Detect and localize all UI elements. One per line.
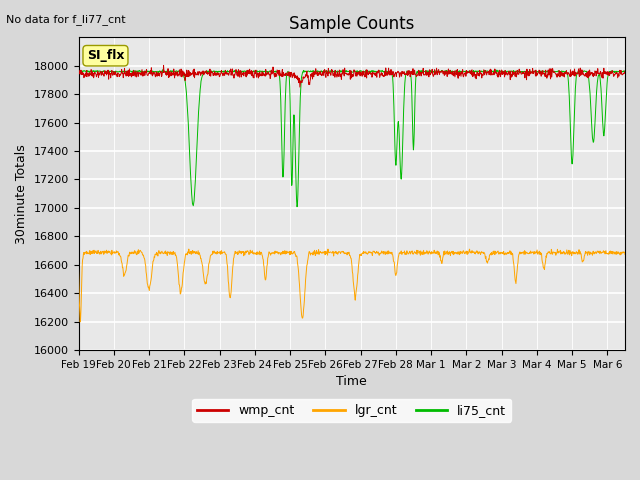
X-axis label: Time: Time bbox=[337, 375, 367, 388]
Legend: wmp_cnt, lgr_cnt, li75_cnt: wmp_cnt, lgr_cnt, li75_cnt bbox=[192, 399, 511, 422]
Y-axis label: 30minute Totals: 30minute Totals bbox=[15, 144, 28, 243]
Title: Sample Counts: Sample Counts bbox=[289, 15, 415, 33]
Text: SI_flx: SI_flx bbox=[87, 49, 124, 62]
Text: No data for f_li77_cnt: No data for f_li77_cnt bbox=[6, 14, 126, 25]
